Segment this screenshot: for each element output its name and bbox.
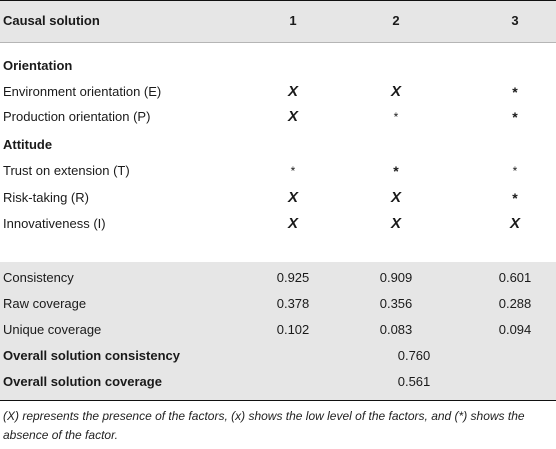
overall-label-coverage: Overall solution coverage bbox=[3, 374, 162, 389]
section-title-orientation: Orientation bbox=[3, 58, 73, 73]
row-label-risk: Risk-taking (R) bbox=[3, 190, 89, 205]
row-label-environment: Environment orientation (E) bbox=[3, 84, 162, 99]
row-label-innovativeness: Innovativeness (I) bbox=[3, 216, 106, 231]
overall-label-consistency: Overall solution consistency bbox=[3, 348, 180, 363]
top-rule bbox=[0, 0, 556, 1]
header-rule bbox=[0, 42, 556, 43]
table-footnote: (X) represents the presence of the facto… bbox=[3, 409, 525, 442]
row-label-production: Production orientation (P) bbox=[3, 109, 151, 124]
metric-label-consistency: Consistency bbox=[3, 270, 74, 285]
summary-band bbox=[0, 262, 556, 400]
metric-label-raw-coverage: Raw coverage bbox=[3, 296, 87, 311]
row-label-trust: Trust on extension (T) bbox=[3, 163, 130, 178]
bottom-rule bbox=[0, 400, 556, 401]
metric-label-unique-coverage: Unique coverage bbox=[3, 322, 102, 337]
header-band bbox=[0, 0, 556, 42]
section-title-attitude: Attitude bbox=[3, 137, 53, 152]
header-label: Causal solution bbox=[3, 13, 100, 28]
